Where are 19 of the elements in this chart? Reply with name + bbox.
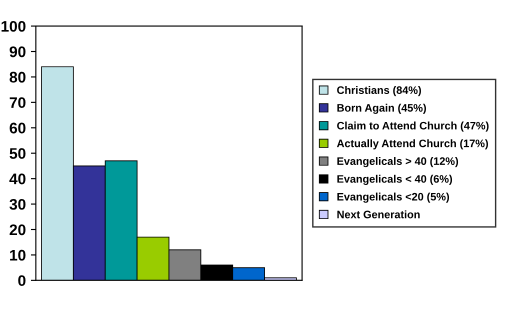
y-tick-label: 90 <box>10 46 26 58</box>
legend-label: Evangelicals <20 (5%) <box>337 192 450 203</box>
y-tick-label: 0 <box>18 275 26 286</box>
legend-label: Christians (84%) <box>337 86 421 96</box>
legend-label: Claim to Attend Church (47%) <box>337 122 489 132</box>
y-tick-label: 80 <box>10 72 26 83</box>
y-tick-label: 20 <box>10 224 26 236</box>
legend-label: Actually Attend Church (17%) <box>336 139 488 150</box>
y-tick-label: 30 <box>9 198 26 210</box>
legend-label: Evangelicals > 40 (12%) <box>337 157 458 168</box>
y-tick-label: 50 <box>10 148 26 159</box>
y-tick-label: 60 <box>10 122 26 134</box>
y-tick-label: 100 <box>2 20 26 32</box>
legend-label: Born Again (45%) <box>337 104 426 114</box>
legend-label: Evangelicals < 40 (6%) <box>337 174 452 185</box>
legend-label: Next Generation <box>337 210 420 218</box>
y-tick-label: 70 <box>10 97 26 108</box>
y-tick-label: 40 <box>9 174 26 184</box>
y-tick-label: 10 <box>10 250 26 261</box>
